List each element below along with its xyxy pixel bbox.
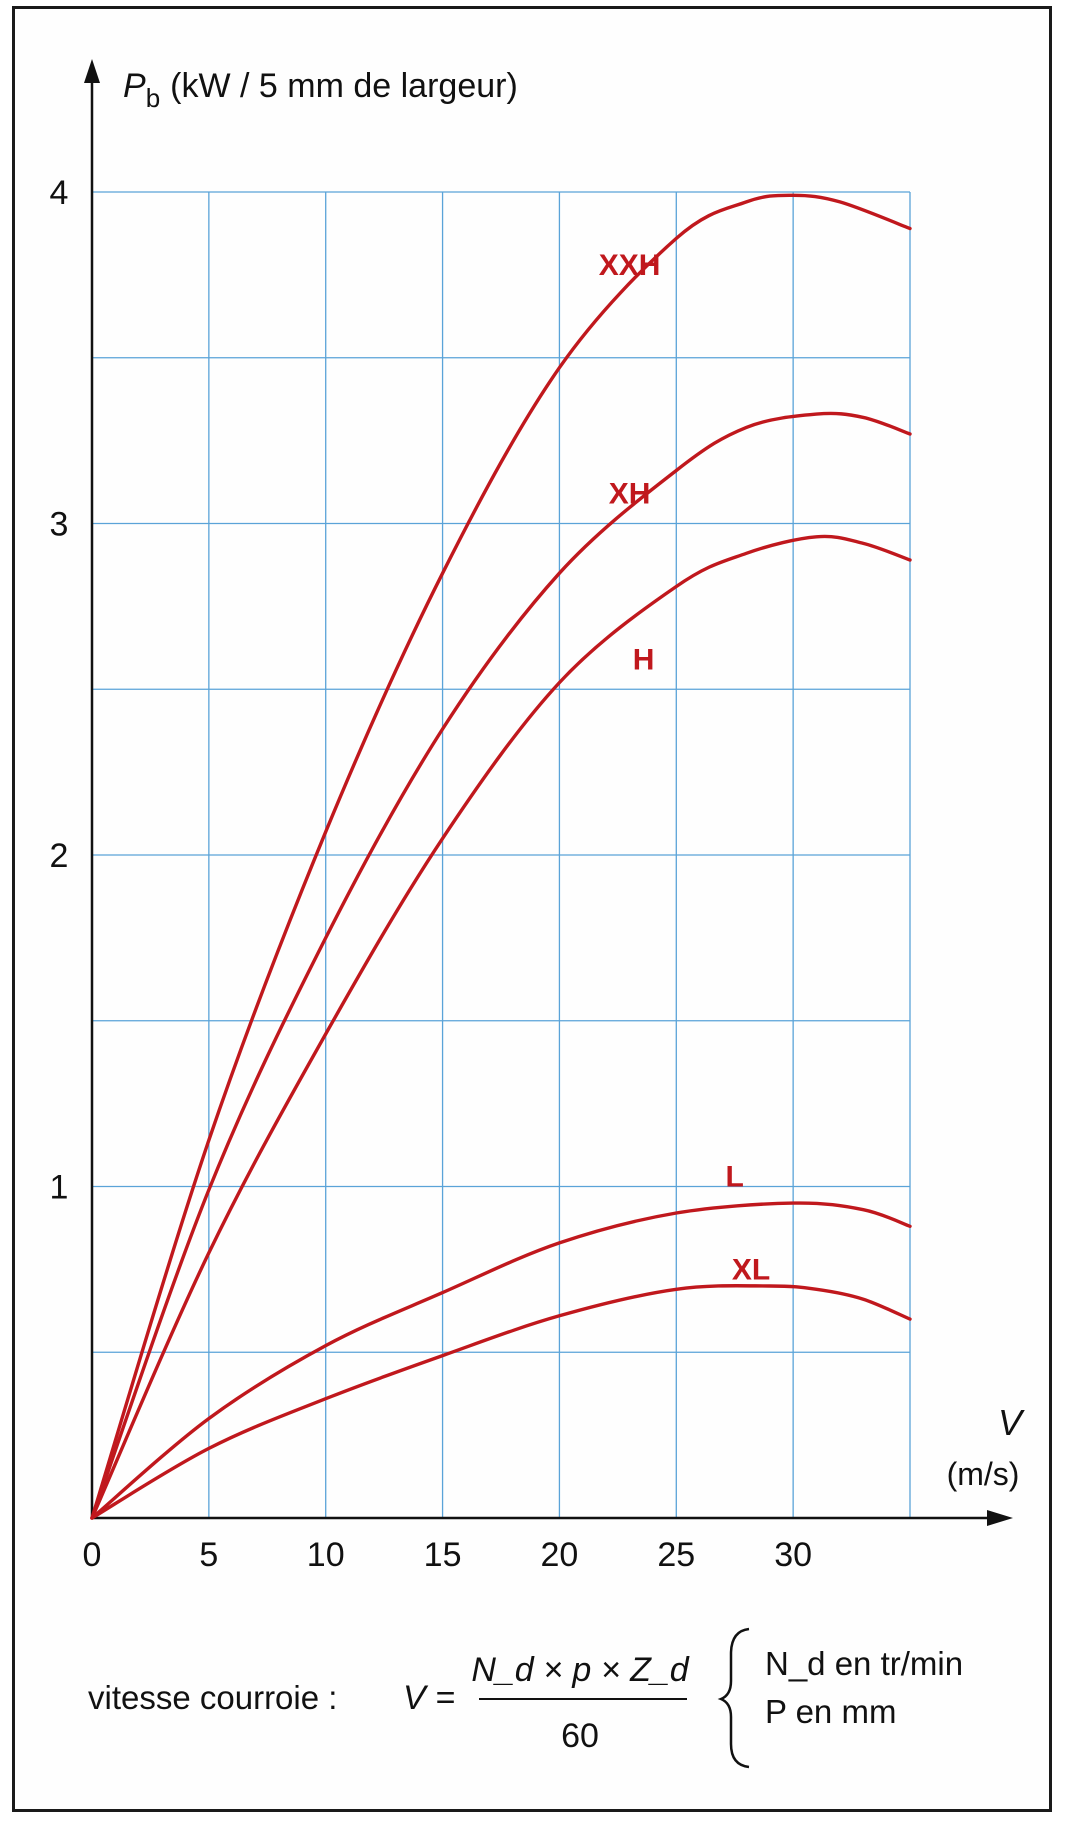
series-labels: XXH XH H L XL xyxy=(599,249,771,1286)
x-tick-label: 20 xyxy=(541,1536,579,1574)
x-tick-label: 25 xyxy=(657,1536,695,1574)
x-tick-label: 10 xyxy=(307,1536,345,1574)
tick-labels: 0 5 10 15 20 25 30 1 2 3 4 xyxy=(50,174,813,1574)
series-label-xh: XH xyxy=(609,478,651,511)
x-tick-label: 5 xyxy=(199,1536,218,1574)
formula-legend-line: N_d en tr/min xyxy=(765,1645,963,1682)
series-label-xxh: XXH xyxy=(599,249,661,282)
formula-denominator: 60 xyxy=(561,1717,599,1755)
grid xyxy=(92,191,911,1518)
curve-xl xyxy=(90,1284,912,1520)
figure-frame: 0 5 10 15 20 25 30 1 2 3 4 XXH XH H L XL Pb (kW / 5 mm … xyxy=(12,6,1052,1812)
formula-lhs: V = xyxy=(403,1679,455,1717)
y-tick-label: 2 xyxy=(50,837,69,875)
y-tick-label: 3 xyxy=(50,506,69,544)
x-axis-arrow xyxy=(987,1510,1013,1526)
belt-speed-formula: vitesse courroie : V = N_d × p × Z_d 60 N_d … xyxy=(88,1627,963,1769)
series-label-xl: XL xyxy=(732,1253,770,1286)
x-tick-label: 15 xyxy=(424,1536,462,1574)
belt-power-chart: 0 5 10 15 20 25 30 1 2 3 4 XXH XH H L XL Pb (kW / 5 mm … xyxy=(50,59,1025,1769)
formula-numerator: N_d × p × Z_d xyxy=(471,1651,689,1689)
curve-xxh xyxy=(90,193,912,1520)
series-label-l: L xyxy=(726,1161,744,1194)
x-tick-label: 0 xyxy=(83,1536,102,1574)
axes xyxy=(84,59,1013,1526)
y-axis-title: Pb (kW / 5 mm de largeur) xyxy=(123,67,518,113)
x-axis-title: V xyxy=(998,1402,1025,1443)
curves xyxy=(90,193,912,1520)
series-label-h: H xyxy=(633,643,655,676)
y-axis-arrow xyxy=(84,59,100,83)
formula-legend-line: P en mm xyxy=(765,1693,896,1730)
formula-prefix: vitesse courroie : xyxy=(88,1679,337,1716)
x-axis-unit: (m/s) xyxy=(947,1456,1020,1492)
legend-brace xyxy=(717,1627,750,1769)
x-tick-label: 30 xyxy=(774,1536,812,1574)
curve-h xyxy=(90,534,912,1520)
y-tick-label: 1 xyxy=(50,1169,69,1207)
curve-l xyxy=(90,1201,912,1520)
y-tick-label: 4 xyxy=(50,174,69,212)
curve-xh xyxy=(90,411,912,1520)
axis-titles: Pb (kW / 5 mm de largeur) V (m/s) xyxy=(123,67,1025,1492)
